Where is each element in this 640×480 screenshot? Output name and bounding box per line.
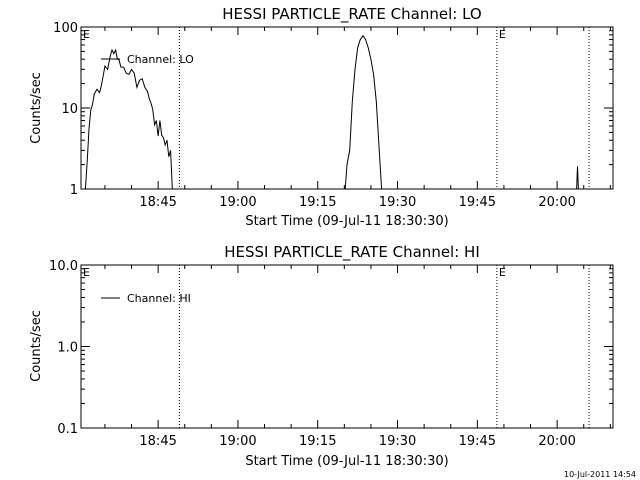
- legend-label: Channel: LO: [127, 53, 194, 66]
- y-tick-label: 100: [53, 21, 78, 36]
- series-line: [576, 166, 579, 190]
- legend: Channel: HI: [101, 292, 191, 305]
- x-tick-label: 19:15: [299, 434, 336, 449]
- plot-frame: [80, 264, 614, 429]
- y-tick-label: 10.0: [49, 259, 78, 274]
- y-tick-label: 1.0: [57, 341, 78, 356]
- panel-hi: HESSI PARTICLE_RATE Channel: HI E E 18:45…: [29, 243, 614, 469]
- series-line: [84, 48, 173, 190]
- legend-label: Channel: HI: [127, 292, 191, 305]
- chart-title: HESSI PARTICLE_RATE Channel: HI: [224, 243, 480, 262]
- marker-label: E: [83, 266, 90, 279]
- x-tick-label: 19:30: [379, 434, 416, 449]
- x-tick-label: 19:15: [299, 195, 336, 210]
- y-axis-label: Counts/sec: [29, 72, 44, 144]
- footer-timestamp: 10-Jul-2011 14:54: [564, 470, 636, 479]
- y-tick-label: 0.1: [57, 422, 78, 437]
- x-tick-label: 18:45: [139, 434, 176, 449]
- x-tick-label: 19:00: [219, 434, 256, 449]
- x-axis-label: Start Time (09-Jul-11 18:30:30): [245, 214, 448, 229]
- x-tick-label: 20:00: [538, 195, 575, 210]
- marker-label: E: [499, 28, 506, 41]
- x-tick-label: 20:00: [538, 434, 575, 449]
- y-tick-label: 1: [70, 183, 78, 198]
- x-tick-label: 19:45: [459, 434, 496, 449]
- x-tick-label: 19:30: [379, 195, 416, 210]
- panel-lo: HESSI PARTICLE_RATE Channel: LO E E 18:45…: [29, 5, 614, 229]
- marker-label: E: [83, 28, 90, 41]
- x-axis-label: Start Time (09-Jul-11 18:30:30): [245, 454, 448, 469]
- y-tick-label: 10: [61, 102, 78, 117]
- x-tick-label: 19:45: [459, 195, 496, 210]
- y-axis-label: Counts/sec: [29, 310, 44, 382]
- series-line: [344, 34, 383, 190]
- marker-label: E: [499, 266, 506, 279]
- x-tick-label: 19:00: [219, 195, 256, 210]
- legend: Channel: LO: [101, 53, 194, 66]
- chart-title: HESSI PARTICLE_RATE Channel: LO: [222, 5, 481, 24]
- x-tick-label: 18:45: [139, 195, 176, 210]
